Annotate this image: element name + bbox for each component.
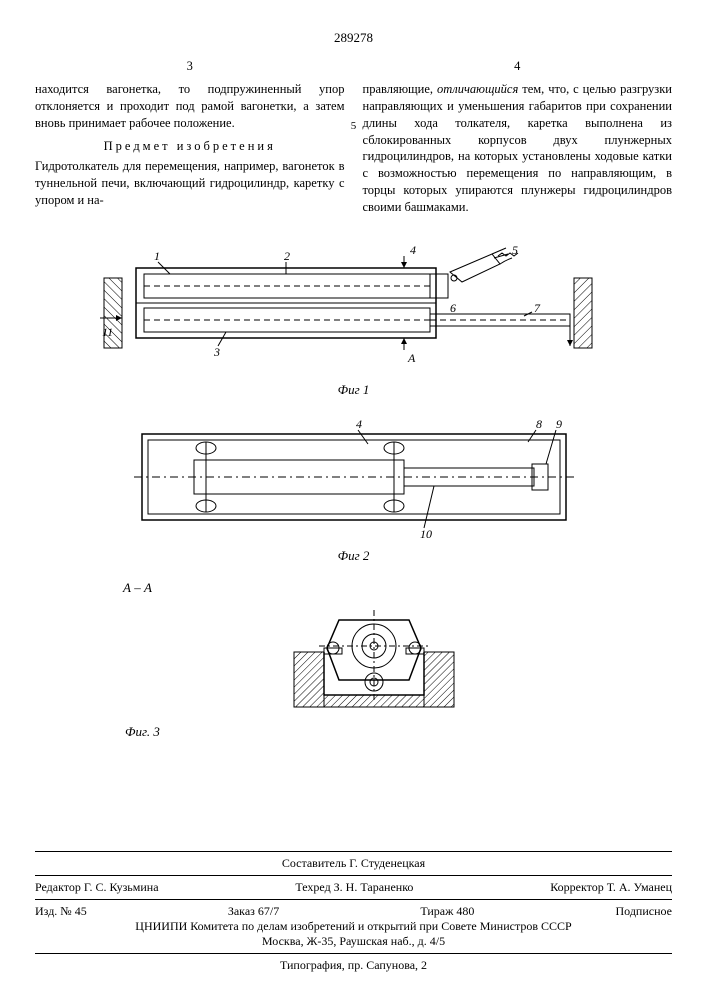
left-page-number: 3 [35, 58, 345, 75]
right-column: 4 правляющие, отличающийся тем, что, с ц… [363, 58, 673, 216]
compiler-row: Составитель Г. Студенецкая [35, 852, 672, 875]
right-para-start: правляющие, [363, 82, 437, 96]
left-column: 3 находится вагонетка, то подпружиненный… [35, 58, 345, 216]
document-number: 289278 [35, 30, 672, 46]
right-para-rest: тем, что, с целью разгрузки направляющих… [363, 82, 673, 214]
editor: Редактор Г. С. Кузьмина [35, 880, 159, 895]
fig2-label-8: 8 [536, 417, 542, 431]
fig1-label-5: 5 [512, 243, 518, 257]
credits-block: Составитель Г. Студенецкая Редактор Г. С… [35, 851, 672, 977]
left-para-1: находится вагонетка, то подпружиненный у… [35, 81, 345, 132]
tech-editor: Техред З. Н. Тараненко [295, 880, 413, 895]
fig2-label-4: 4 [356, 417, 362, 431]
fig2-label-9: 9 [556, 417, 562, 431]
order-number: Заказ 67/7 [228, 904, 279, 919]
fig1-label-4: 4 [410, 243, 416, 257]
right-para: правляющие, отличающийся тем, что, с цел… [363, 81, 673, 216]
fig3-section-label: А – А [123, 580, 672, 596]
fig1-label-1: 1 [154, 249, 160, 263]
org-line-2: Москва, Ж-35, Раушская наб., д. 4/5 [262, 934, 445, 948]
fig1-caption: Фиг 1 [35, 382, 672, 398]
fig3-caption: Фиг. 3 [125, 724, 672, 740]
margin-line-5: 5 [351, 120, 357, 132]
corrector: Корректор Т. А. Уманец [550, 880, 672, 895]
typography-line: Типография, пр. Сапунова, 2 [35, 953, 672, 977]
right-page-number: 4 [363, 58, 673, 75]
figure-1: 1 2 4 5 6 7 3 11 A [94, 238, 614, 378]
fig2-caption: Фиг 2 [35, 548, 672, 564]
fig1-label-3: 3 [213, 345, 220, 359]
izd-number: Изд. № 45 [35, 904, 87, 919]
figure-3 [289, 600, 459, 720]
figure-2: 4 8 9 10 [124, 414, 584, 544]
figures-block: 1 2 4 5 6 7 3 11 A Фиг 1 [35, 238, 672, 740]
text-columns: 3 находится вагонетка, то подпружиненный… [35, 58, 672, 216]
tirazh: Тираж 480 [420, 904, 474, 919]
subscription: Подписное [616, 904, 673, 919]
fig1-label-11: 11 [102, 325, 113, 339]
fig1-section-a-bottom: A [407, 351, 416, 365]
left-para-2: Гидротолкатель для перемещения, например… [35, 158, 345, 209]
section-title: Предмет изобретения [35, 138, 345, 155]
emphasis-word: отличающийся [437, 82, 518, 96]
fig1-label-2: 2 [284, 249, 290, 263]
org-line-1: ЦНИИПИ Комитета по делам изобретений и о… [135, 919, 571, 933]
fig1-label-7: 7 [534, 301, 541, 315]
fig2-label-10: 10 [420, 527, 432, 541]
fig1-label-6: 6 [450, 301, 456, 315]
